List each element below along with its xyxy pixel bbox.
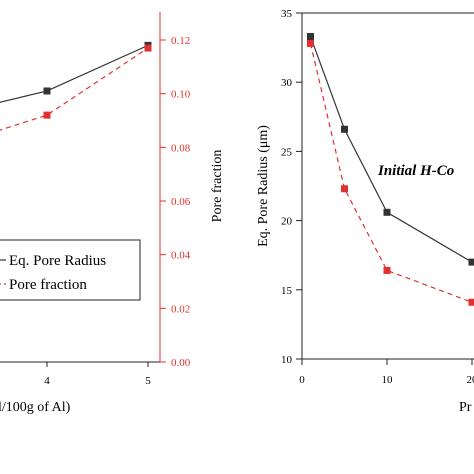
right-series-red-point (341, 185, 348, 193)
right-panel: 10 15 20 25 30 35 0 10 20 Pr Eq. Pore Radius (μm… (256, 8, 474, 415)
left-series-eq-pore-radius-point (43, 87, 51, 95)
right-y-tick-label: 30 (281, 77, 293, 89)
left-y2-tick-label: 0.10 (171, 89, 191, 101)
right-series-black-point (307, 33, 314, 41)
left-series-pore-fraction-point (43, 111, 51, 119)
legend-label-pore-fraction: Pore fraction (9, 277, 87, 293)
left-y2-tick-label: 0.00 (171, 357, 191, 369)
right-y-tick-label: 35 (281, 8, 293, 20)
right-x-axis-title: Pr (459, 400, 472, 415)
right-series-red-point (468, 298, 474, 306)
right-series-black-line (309, 36, 473, 263)
right-y-axis-title: Eq. Pore Radius (μm) (256, 125, 271, 247)
right-series-black-point (383, 208, 391, 216)
right-x-tick-label: 0 (299, 374, 305, 386)
left-panel: 4 5 0.00 0.02 0.04 0.06 0.08 0.10 0.12 l/100g of… (0, 12, 225, 415)
left-y2-axis-title: Pore fraction (210, 150, 225, 223)
right-annotation: Initial H-Co (377, 163, 454, 179)
left-tick-labels: 4 5 0.00 0.02 0.04 0.06 0.08 0.10 0.12 (44, 35, 191, 387)
left-legend: Eq. Pore Radius Pore fraction (0, 239, 141, 301)
right-x-tick-label: 20 (467, 374, 474, 386)
legend-box (0, 239, 141, 301)
left-plot-area (0, 41, 152, 131)
right-y-tick-label: 20 (281, 216, 293, 228)
right-series-red-line (309, 43, 473, 303)
right-tick-labels: 10 15 20 25 30 35 0 10 20 (281, 8, 474, 386)
left-x-tick-label: 5 (145, 375, 151, 387)
left-x-tick-label: 4 (44, 375, 50, 387)
left-axes (0, 12, 166, 367)
left-y2-tick-label: 0.12 (171, 35, 190, 47)
right-plot-area (307, 33, 474, 306)
right-series-red-point (383, 266, 391, 274)
left-y2-tick-label: 0.02 (171, 303, 190, 315)
left-y2-tick-label: 0.08 (171, 142, 191, 154)
right-x-tick-label: 10 (382, 374, 394, 386)
left-y2-tick-label: 0.06 (171, 196, 191, 208)
right-y-tick-label: 10 (281, 354, 293, 366)
right-series-black-point (341, 125, 348, 133)
right-y-tick-label: 15 (281, 285, 293, 297)
right-series-red-point (307, 39, 314, 47)
left-x-axis-title: l/100g of Al) (0, 400, 71, 415)
left-series-pore-fraction-line (0, 47, 149, 131)
right-axes (296, 12, 474, 365)
left-series-pore-fraction-point (144, 44, 152, 52)
left-y2-tick-label: 0.04 (171, 250, 191, 262)
left-series-eq-pore-radius-line (0, 44, 149, 103)
right-y-tick-label: 25 (281, 146, 293, 158)
right-series-black-point (468, 258, 474, 266)
legend-label-eq-pore-radius: Eq. Pore Radius (9, 253, 106, 269)
